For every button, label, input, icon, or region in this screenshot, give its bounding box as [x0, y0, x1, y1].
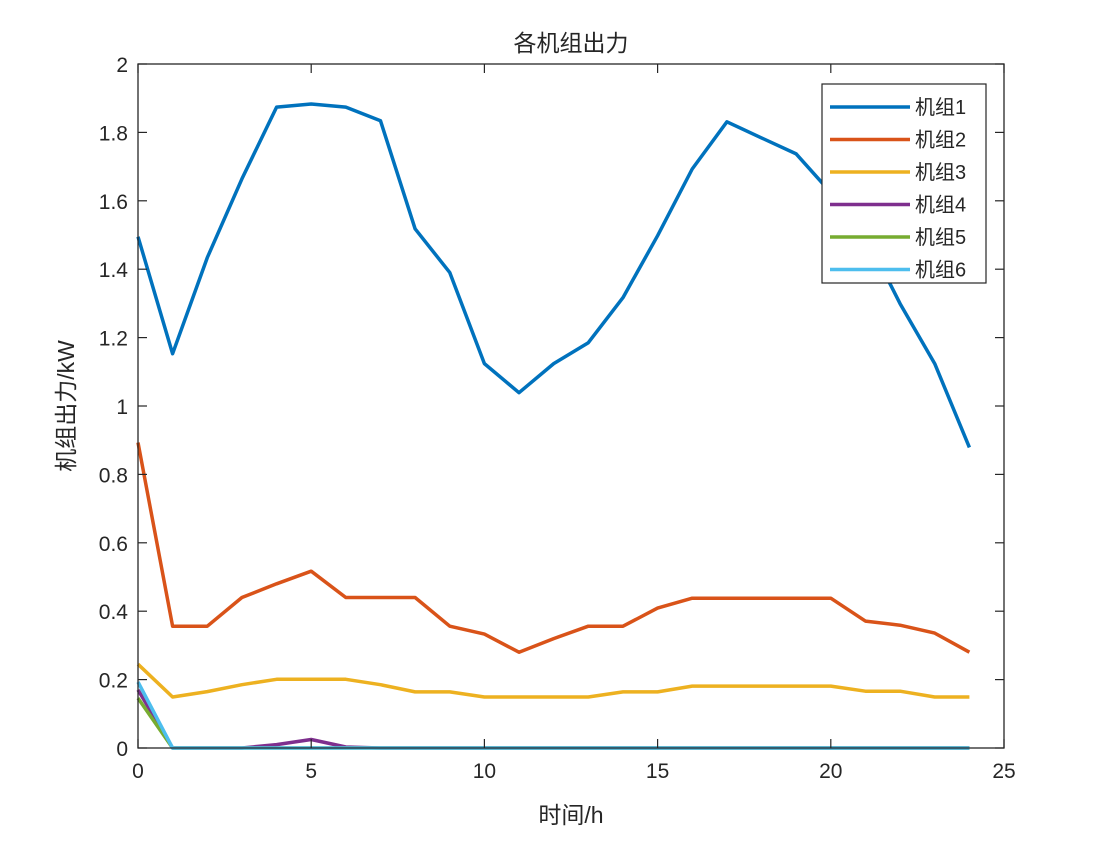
x-tick-label: 15 [646, 760, 669, 783]
x-tick-label: 5 [305, 760, 317, 783]
legend-item-unit-1[interactable]: 机组1 [830, 96, 966, 119]
y-tick-label: 0.2 [99, 670, 128, 693]
legend-label: 机组4 [915, 194, 966, 217]
y-tick-label: 0.6 [99, 533, 128, 556]
legend-item-unit-2[interactable]: 机组2 [830, 129, 966, 152]
legend-label: 机组2 [915, 129, 966, 152]
y-axis-title: 机组出力/kW [53, 340, 79, 472]
x-tick-label: 10 [473, 760, 496, 783]
y-tick-label: 1 [116, 396, 128, 419]
y-tick-label: 1.4 [99, 259, 129, 282]
legend-item-unit-6[interactable]: 机组6 [830, 259, 966, 282]
y-tick-label: 1.6 [99, 191, 128, 214]
legend: 机组1 机组2 机组3 机组4 机组5 机组6 [821, 83, 987, 284]
y-tick-label: 0.8 [99, 464, 128, 487]
series-line-unit-3 [136, 662, 970, 699]
y-tick-label: 0 [116, 738, 128, 761]
y-tick-label: 1.2 [99, 328, 128, 351]
legend-label: 机组6 [915, 259, 966, 282]
x-tick-label: 20 [819, 760, 842, 783]
plot-area: 0 5 10 15 20 25 0 0.2 0.4 0.6 0.8 1 1.2 1.4 1.6 1.8 2 [99, 54, 1016, 783]
x-axis-ticks: 0 5 10 15 20 25 [132, 64, 1016, 783]
x-axis-title: 时间/h [538, 802, 603, 828]
legend-item-unit-4[interactable]: 机组4 [830, 194, 966, 217]
legend-label: 机组5 [915, 226, 966, 249]
legend-item-unit-3[interactable]: 机组3 [830, 161, 966, 184]
y-tick-label: 0.4 [99, 601, 129, 624]
legend-box [821, 83, 987, 284]
chart-title: 各机组出力 [514, 30, 629, 56]
x-tick-label: 25 [992, 760, 1015, 783]
y-tick-label: 1.8 [99, 122, 128, 145]
x-tick-label: 0 [132, 760, 144, 783]
y-tick-label: 2 [116, 54, 128, 77]
legend-label: 机组1 [915, 96, 966, 119]
y-axis-ticks: 0 0.2 0.4 0.6 0.8 1 1.2 1.4 1.6 1.8 2 [99, 54, 1004, 761]
series-line-unit-2 [136, 442, 971, 654]
legend-label: 机组3 [915, 161, 966, 184]
legend-item-unit-5[interactable]: 机组5 [830, 226, 966, 249]
